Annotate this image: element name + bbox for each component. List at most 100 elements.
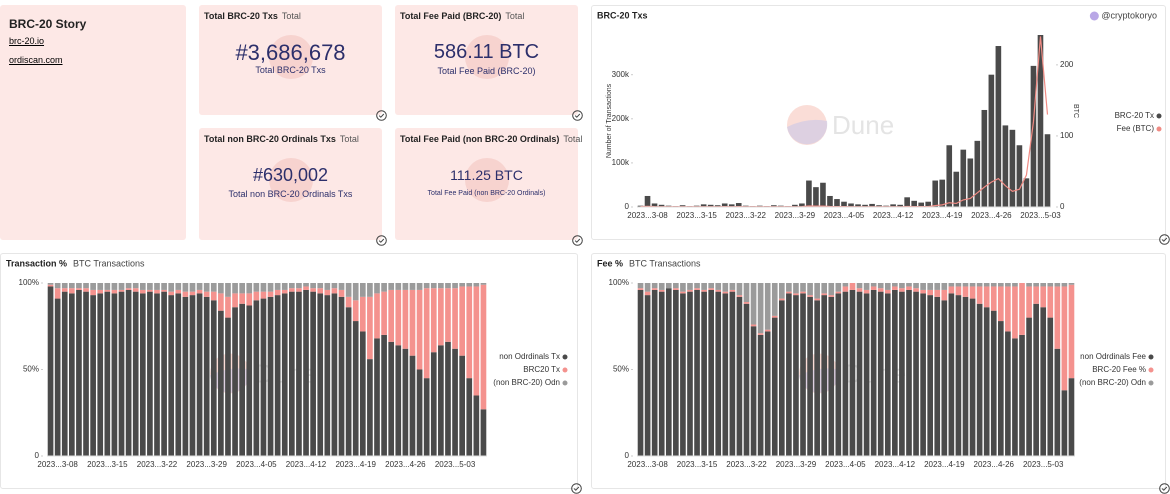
bar	[976, 283, 983, 287]
x-tick-label: 2023...4-12	[286, 460, 327, 469]
bar	[757, 334, 764, 456]
check-icon[interactable]	[376, 235, 387, 246]
y-tick-label: 100k	[612, 158, 630, 167]
bar	[687, 283, 693, 290]
bar	[210, 300, 217, 456]
bar	[786, 291, 792, 294]
bar	[331, 293, 338, 456]
bar	[317, 288, 324, 294]
bar	[118, 283, 125, 290]
bar	[644, 283, 651, 292]
bar	[296, 283, 302, 289]
bar	[203, 296, 210, 456]
bar	[111, 293, 118, 456]
bar	[800, 293, 806, 456]
bar	[90, 289, 96, 296]
bar	[374, 338, 380, 456]
bar	[955, 283, 962, 287]
bar	[892, 286, 898, 290]
bar	[161, 283, 167, 290]
y2-tick-label: 0	[1060, 202, 1065, 211]
story-link[interactable]: ordiscan.com	[9, 55, 63, 65]
bar	[203, 291, 210, 297]
story-link[interactable]: brc-20.io	[9, 36, 45, 46]
counter-value: #630,002	[252, 165, 329, 185]
bar	[934, 289, 941, 297]
check-mark	[574, 238, 581, 243]
bar	[701, 289, 707, 292]
logo-shape	[465, 158, 509, 202]
check-icon[interactable]	[1159, 483, 1170, 494]
bar	[395, 345, 402, 456]
bar	[651, 203, 658, 207]
check-icon[interactable]	[572, 235, 583, 246]
legend-label: non Odrdinals Tx	[499, 352, 560, 361]
bar	[927, 295, 934, 456]
check-circle	[376, 110, 387, 121]
bar	[849, 289, 856, 456]
bar	[402, 289, 409, 349]
bar	[694, 288, 700, 290]
bar	[423, 283, 430, 289]
bar	[381, 334, 387, 456]
counter-label: Total non BRC-20 Ordinals Txs	[228, 189, 353, 199]
check-icon[interactable]	[1159, 234, 1170, 245]
bar	[260, 298, 267, 456]
bar	[884, 289, 891, 294]
y-tick-label: 50%	[613, 365, 629, 374]
bar	[721, 203, 728, 207]
x-tick-label: 2023...4-26	[974, 460, 1015, 469]
bar	[828, 295, 835, 297]
bar	[932, 180, 939, 207]
bar	[918, 202, 924, 207]
bar	[303, 283, 309, 287]
bar	[111, 283, 118, 290]
bar	[807, 295, 813, 297]
bar	[997, 283, 1004, 287]
bar	[189, 291, 196, 296]
bar	[976, 286, 983, 304]
bar	[1044, 134, 1051, 207]
bar	[416, 283, 423, 290]
chart-subtitle: BTC Transactions	[629, 258, 701, 268]
bar	[946, 145, 953, 207]
bar	[61, 283, 68, 289]
bar	[54, 288, 61, 299]
bar	[735, 203, 742, 207]
bar	[118, 291, 125, 456]
bar	[289, 283, 295, 289]
chart-title: Fee %	[597, 258, 623, 268]
bar	[445, 288, 451, 342]
bar	[899, 283, 905, 289]
counter-value: #3,686,678	[235, 40, 346, 65]
x-tick-label: 2023...5-03	[1023, 460, 1064, 469]
bar	[899, 291, 905, 456]
bar	[637, 288, 644, 290]
x-tick-label: 2023...3-08	[627, 460, 668, 469]
counter-panel: Total Fee Paid (non BRC-20 Ordinals) Tota…	[395, 128, 583, 246]
y-tick-label: 100%	[19, 278, 39, 287]
bar	[835, 293, 842, 456]
bar	[189, 295, 196, 456]
bar	[778, 283, 785, 299]
bar	[239, 283, 245, 294]
logo-shape	[465, 35, 509, 79]
bar	[807, 296, 813, 456]
bar	[828, 283, 835, 296]
bar	[673, 288, 679, 290]
check-icon[interactable]	[376, 110, 387, 121]
bar	[658, 283, 665, 290]
check-mark	[1161, 237, 1168, 242]
bar	[750, 326, 757, 456]
check-icon[interactable]	[571, 483, 582, 494]
bar	[452, 283, 458, 289]
bar	[69, 283, 75, 289]
bar	[303, 289, 309, 456]
bar	[47, 283, 54, 285]
check-icon[interactable]	[572, 110, 583, 121]
bar	[842, 291, 849, 456]
bar	[225, 283, 231, 297]
bar	[863, 289, 870, 294]
legend-label: non Odrdinals Fee	[1080, 352, 1146, 361]
bar	[61, 288, 68, 292]
